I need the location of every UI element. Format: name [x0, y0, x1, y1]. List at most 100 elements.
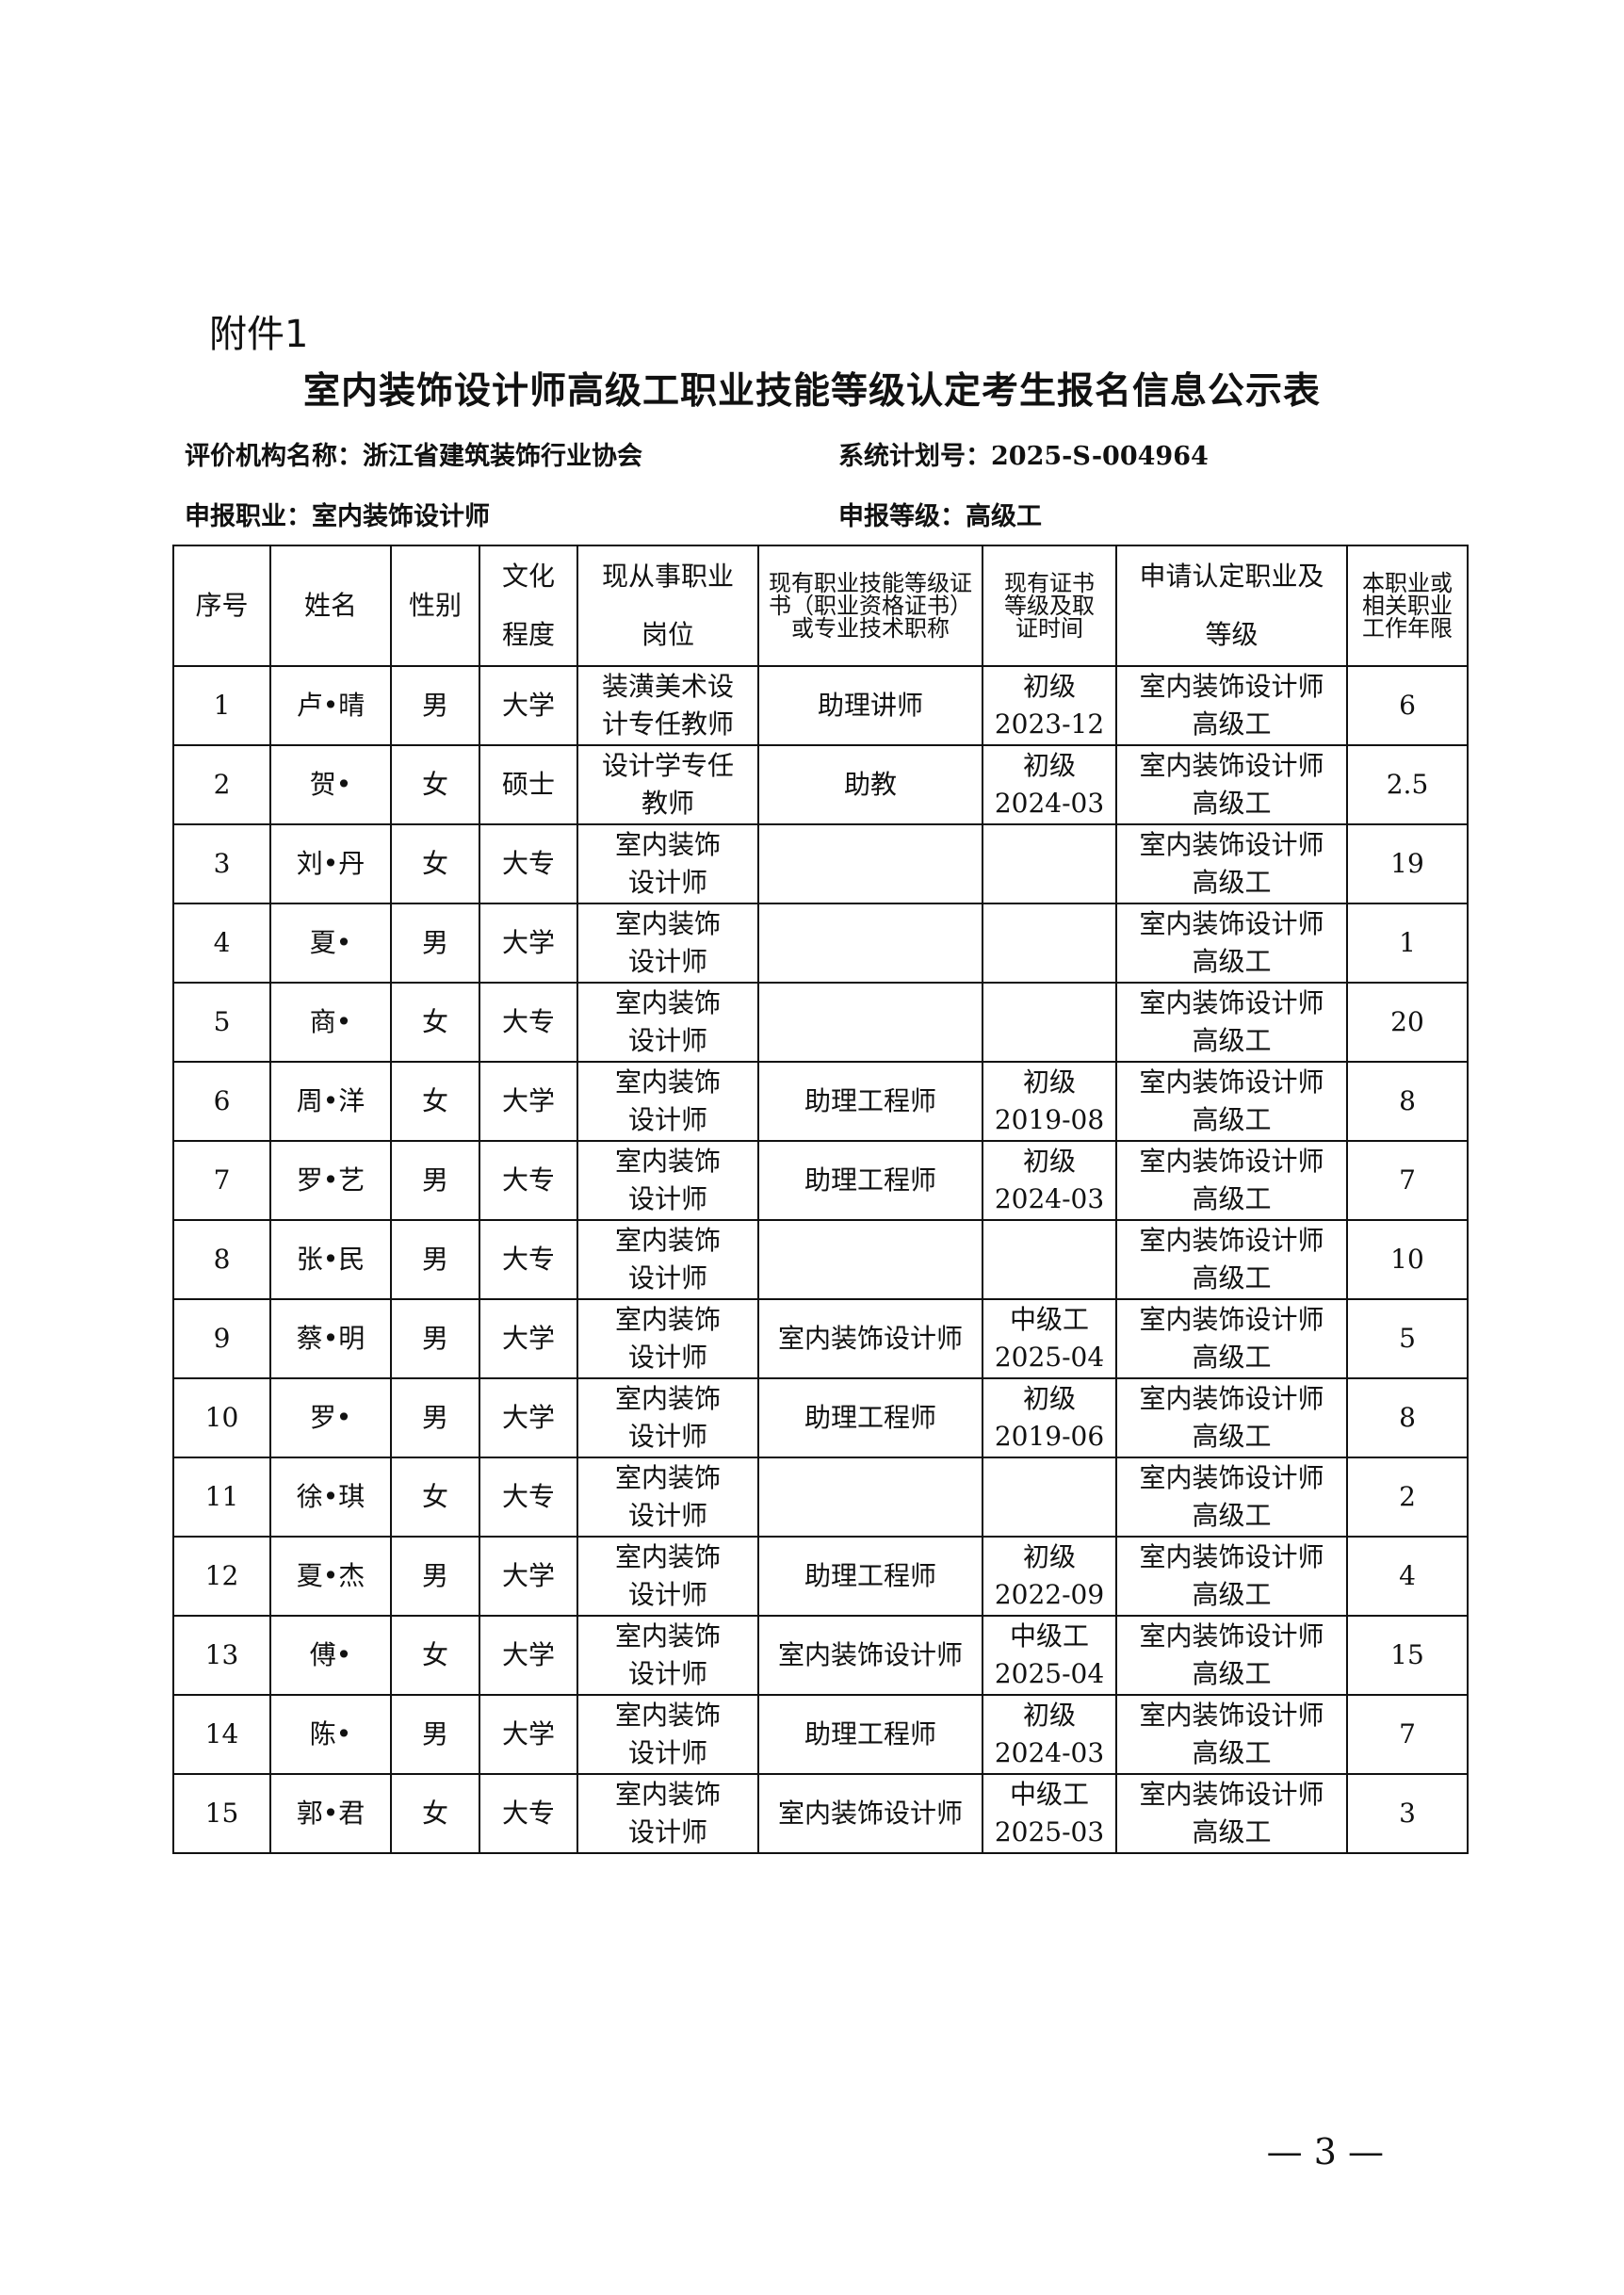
- table-cell: 中级工 2025-04: [982, 1615, 1117, 1696]
- table-cell: 男: [390, 1140, 480, 1221]
- table-cell: 大学: [479, 903, 578, 984]
- column-header: 现有证书等级及取证时间: [982, 545, 1117, 667]
- attachment-label: 附件1: [209, 313, 309, 356]
- table-cell: 大学: [479, 1298, 578, 1379]
- table-cell: 14: [172, 1694, 271, 1775]
- table-cell: 徐•琪: [269, 1457, 392, 1538]
- table-cell: 大学: [479, 1377, 578, 1458]
- occupation-label: 申报职业：: [185, 502, 312, 531]
- table-row: 12 夏•杰男大学 室内装饰 设计师 助理工程师 初级 2022-09 室内装饰设计师 高级工 4: [172, 1536, 1469, 1617]
- table-cell: 卢•晴: [269, 665, 392, 746]
- table-cell: 20: [1346, 982, 1469, 1063]
- column-header: 性别: [390, 545, 480, 667]
- table-cell: 4: [1346, 1536, 1469, 1617]
- table-cell: 郭•君: [269, 1773, 392, 1854]
- table-cell: 女: [390, 1615, 480, 1696]
- table-cell: 室内装饰设计师: [577, 1219, 759, 1300]
- table-cell: 室内装饰设计师: [577, 823, 759, 904]
- table-cell: 贺•: [269, 744, 392, 825]
- table-cell: 大专: [479, 1773, 578, 1854]
- table-cell: 助理工程师: [757, 1536, 983, 1617]
- table-cell: 15: [172, 1773, 271, 1854]
- table-cell: 男: [390, 1298, 480, 1379]
- table-cell: 大专: [479, 1457, 578, 1538]
- table-cell: 5: [172, 982, 271, 1063]
- table-cell: 女: [390, 744, 480, 825]
- table-cell: 2.5: [1346, 744, 1469, 825]
- table-cell: [757, 982, 983, 1063]
- column-header: 姓名: [269, 545, 392, 667]
- document-title: 室内装饰设计师高级工职业技能等级认定考生报名信息公示表: [302, 370, 1321, 413]
- table-cell: 男: [390, 1694, 480, 1775]
- occupation-value: 室内装饰设计师: [312, 502, 490, 531]
- table-row: 13 傅• 女大学 室内装饰 设计师 室内装饰设计师 中级工 2025-04 室内装饰设计师 高级…: [172, 1615, 1469, 1696]
- table-cell: 大专: [479, 1219, 578, 1300]
- table-cell: 13: [172, 1615, 271, 1696]
- table-cell: 室内装饰设计师: [577, 1377, 759, 1458]
- table-cell: 室内装饰设计师 高级工: [1115, 823, 1348, 904]
- table-cell: [982, 1457, 1117, 1538]
- table-cell: 傅•: [269, 1615, 392, 1696]
- table-cell: 室内装饰设计师: [757, 1615, 983, 1696]
- table-cell: 中级工 2025-04: [982, 1298, 1117, 1379]
- table-cell: 初级 2024-03: [982, 744, 1117, 825]
- table-cell: 8: [172, 1219, 271, 1300]
- table-cell: 大学: [479, 1061, 578, 1142]
- table-cell: 装潢美术设 计专任教师: [577, 665, 759, 746]
- table-cell: 室内装饰设计师: [577, 1061, 759, 1142]
- table-row: 15 郭•君女大专 室内装饰 设计师 室内装饰设计师 中级工 2025-03 室内装饰设计师高…: [172, 1773, 1469, 1854]
- header-row: 序号 姓名 性别 文化 程度 现从事职业 岗位 现有职业技能等级证书（职业资格证书）或专业技术…: [172, 545, 1469, 667]
- table-cell: 罗•艺: [269, 1140, 392, 1221]
- level-label: 申报等级：: [838, 502, 966, 531]
- table-cell: 刘•丹: [269, 823, 392, 904]
- table-cell: 女: [390, 823, 480, 904]
- table-cell: 19: [1346, 823, 1469, 904]
- page-number: — 3 —: [1266, 2131, 1384, 2173]
- table-cell: 设计学专任 教师: [577, 744, 759, 825]
- table-cell: 8: [1346, 1377, 1469, 1458]
- table-cell: 7: [172, 1140, 271, 1221]
- table-cell: 7: [1346, 1694, 1469, 1775]
- table-cell: 室内装饰设计师 高级工: [1115, 1298, 1348, 1379]
- table-cell: 12: [172, 1536, 271, 1617]
- plan-info: 系统计划号：2025-S-004964: [838, 435, 1209, 472]
- table-cell: 女: [390, 1457, 480, 1538]
- table-cell: 大学: [479, 1694, 578, 1775]
- table-cell: 周•洋: [269, 1061, 392, 1142]
- table-cell: 9: [172, 1298, 271, 1379]
- table-cell: 11: [172, 1457, 271, 1538]
- level-value: 高级工: [966, 502, 1042, 531]
- table-cell: [757, 903, 983, 984]
- table-cell: 夏•杰: [269, 1536, 392, 1617]
- table-cell: 室内装饰设计师: [577, 903, 759, 984]
- org-label: 评价机构名称：: [185, 442, 363, 471]
- table-cell: [982, 903, 1117, 984]
- table-row: 2 贺• 女硕士 设计学专任 教师 助教 初级 2024-03 室内装饰设计师 高级工 2.5: [172, 744, 1469, 825]
- column-header: 申请认定职业及 等级: [1115, 545, 1348, 667]
- plan-label: 系统计划号：: [838, 442, 991, 471]
- table-cell: 罗•: [269, 1377, 392, 1458]
- table-cell: 室内装饰设计师: [577, 1298, 759, 1379]
- table-cell: 室内装饰设计师: [577, 1694, 759, 1775]
- table-cell: 大学: [479, 665, 578, 746]
- table-cell: 助理工程师: [757, 1694, 983, 1775]
- table-cell: 助理工程师: [757, 1377, 983, 1458]
- table-cell: [982, 1219, 1117, 1300]
- table-cell: 初级 2019-06: [982, 1377, 1117, 1458]
- table-cell: 张•民: [269, 1219, 392, 1300]
- table-cell: 女: [390, 1061, 480, 1142]
- table-cell: 男: [390, 1377, 480, 1458]
- table-cell: 10: [172, 1377, 271, 1458]
- table-cell: [757, 1219, 983, 1300]
- table-cell: 1: [1346, 903, 1469, 984]
- table-cell: 室内装饰设计师 高级工: [1115, 1694, 1348, 1775]
- table-cell: 男: [390, 1219, 480, 1300]
- table-cell: 3: [1346, 1773, 1469, 1854]
- table-cell: 助理工程师: [757, 1140, 983, 1221]
- table-cell: 大学: [479, 1615, 578, 1696]
- column-header: 现有职业技能等级证书（职业资格证书）或专业技术职称: [757, 545, 983, 667]
- table-row: 8 张•民男大专 室内装饰 设计师 室内装饰设计师 高级工 10: [172, 1219, 1469, 1300]
- table-cell: 室内装饰设计师 高级工: [1115, 1615, 1348, 1696]
- table-cell: 男: [390, 665, 480, 746]
- level-info: 申报等级：高级工: [838, 496, 1042, 532]
